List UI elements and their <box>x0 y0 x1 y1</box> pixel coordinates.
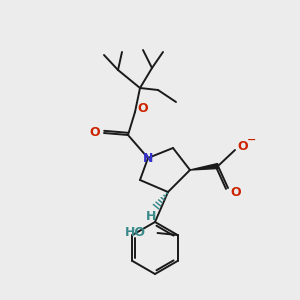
Text: HO: HO <box>124 226 146 238</box>
Polygon shape <box>190 164 218 170</box>
Text: O: O <box>90 127 100 140</box>
Text: N: N <box>143 152 153 166</box>
Text: H: H <box>146 209 156 223</box>
Text: O: O <box>238 140 248 152</box>
Text: O: O <box>138 103 148 116</box>
Text: −: − <box>247 135 257 145</box>
Text: O: O <box>231 185 241 199</box>
